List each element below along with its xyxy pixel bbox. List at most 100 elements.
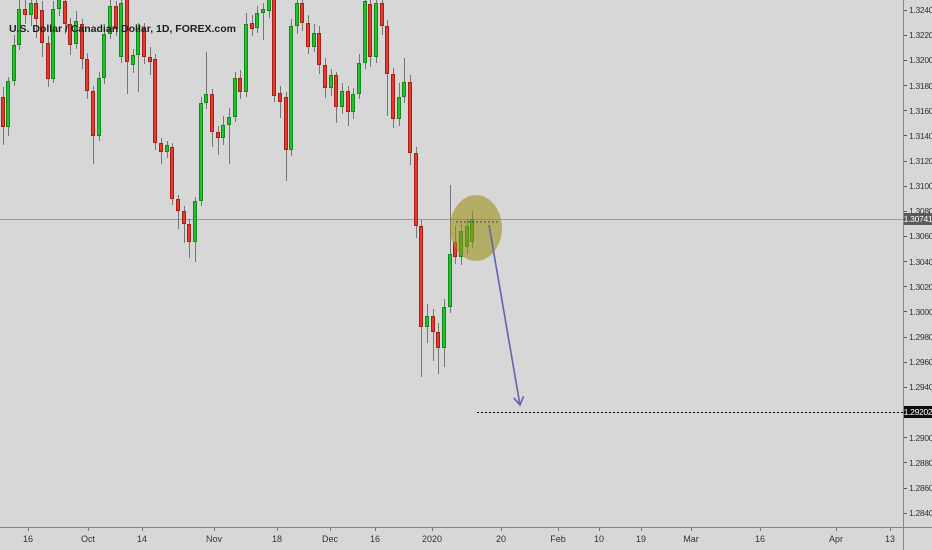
price-tick-mark	[904, 437, 907, 439]
candle-body	[204, 94, 209, 104]
candle-body	[91, 90, 96, 136]
price-tick-mark	[904, 311, 907, 313]
price-tick-label: 1.28600	[904, 483, 932, 493]
candle-body	[436, 332, 441, 349]
candle-body	[187, 223, 192, 242]
time-tick-label: 14	[136, 534, 148, 544]
candle-body	[289, 26, 294, 150]
time-tick-mark	[599, 528, 600, 531]
candle-body	[125, 0, 130, 62]
candle-body	[0, 96, 5, 128]
candle-body	[119, 2, 124, 57]
candle-wick	[449, 184, 451, 314]
time-tick-label: Oct	[80, 534, 96, 544]
price-tick-label: 1.31600	[904, 106, 932, 116]
candle-body	[379, 2, 384, 27]
candle-body	[142, 27, 146, 57]
time-tick-label: 16	[22, 534, 34, 544]
candle-body	[153, 59, 158, 144]
price-tick-mark	[904, 59, 907, 61]
candle-body	[272, 0, 277, 96]
candle-wick	[279, 85, 281, 119]
candle-body	[396, 96, 401, 120]
candle-body	[23, 8, 28, 16]
price-tick-mark	[904, 85, 907, 87]
price-tick-label: 1.29000	[904, 433, 932, 443]
price-tick-label: 1.32200	[904, 30, 932, 40]
candle-body	[192, 201, 197, 242]
drawing-overlay[interactable]	[0, 0, 903, 527]
candle-body	[11, 45, 16, 81]
candle-body	[79, 23, 84, 60]
price-tick-label: 1.31800	[904, 81, 932, 91]
time-tick-mark	[501, 528, 502, 531]
time-tick-mark	[641, 528, 642, 531]
price-axis-separator	[903, 0, 904, 550]
time-tick-mark	[330, 528, 331, 531]
time-tick-mark	[142, 528, 143, 531]
projection-arrow-head[interactable]	[513, 395, 525, 407]
projection-arrow-line[interactable]	[488, 224, 521, 406]
time-tick-mark	[558, 528, 559, 531]
price-tick-label: 1.30000	[904, 307, 932, 317]
time-tick-mark	[760, 528, 761, 531]
candle-wick	[206, 51, 208, 110]
price-tick-mark	[904, 512, 907, 514]
price-tick-label: 1.28800	[904, 458, 932, 468]
candle-body	[40, 10, 45, 43]
candle-body	[340, 90, 345, 107]
candlestick-series	[0, 0, 475, 378]
time-tick-mark	[214, 528, 215, 531]
candle-body	[391, 74, 396, 120]
time-tick-mark	[375, 528, 376, 531]
price-tick-label: 1.31200	[904, 156, 932, 166]
price-tick-mark	[904, 210, 907, 212]
current-price-label: 1.30741	[903, 212, 932, 225]
candle-body	[425, 315, 429, 328]
time-tick-label: 16	[369, 534, 381, 544]
candle-body	[328, 75, 333, 89]
candle-wick	[36, 0, 38, 38]
price-tick-label: 1.30600	[904, 231, 932, 241]
time-axis[interactable]: 16 Oct 14 Nov 18 Dec 16 2020 20 Feb 10 19 Mar 16 Apr 13	[0, 528, 903, 550]
chart-canvas[interactable]: U.S. Dollar / Canadian Dollar, 1D, FOREX…	[0, 0, 903, 527]
candle-body	[255, 12, 260, 28]
candle-wick	[228, 108, 230, 164]
time-tick-label: Nov	[205, 534, 223, 544]
candle-body	[260, 8, 265, 13]
time-tick-mark	[88, 528, 89, 531]
price-tick-mark	[904, 361, 907, 363]
candle-body	[130, 55, 135, 66]
candle-body	[6, 80, 11, 128]
candle-body	[345, 90, 350, 112]
candle-body	[147, 56, 152, 62]
candle-body	[408, 81, 413, 154]
price-tick-label: 1.31400	[904, 131, 932, 141]
candle-wick	[217, 125, 219, 155]
candle-body	[221, 124, 226, 139]
price-axis[interactable]: 1.30741 1.29202 1.32400 1.32200 1.32000 1.3…	[904, 0, 932, 527]
symbol-title: U.S. Dollar / Canadian Dollar, 1D, FOREX…	[9, 23, 236, 35]
price-tick-mark	[904, 185, 907, 187]
price-tick-mark	[904, 135, 907, 137]
time-axis-separator	[0, 527, 932, 528]
candle-body	[175, 198, 180, 212]
time-tick-label: 2020	[421, 534, 443, 544]
candle-wick	[404, 57, 406, 104]
candle-body	[198, 103, 203, 202]
candle-body	[447, 254, 452, 307]
candle-body	[170, 147, 175, 199]
candle-body	[85, 59, 90, 91]
candle-body	[311, 32, 316, 47]
candle-body	[374, 2, 379, 57]
time-tick-label: Feb	[550, 534, 566, 544]
candle-body	[96, 77, 101, 136]
candle-body	[368, 3, 373, 57]
candle-body	[181, 211, 186, 224]
candle-body	[441, 306, 446, 349]
candle-body	[323, 65, 328, 89]
candle-body	[294, 2, 299, 27]
candle-body	[266, 0, 271, 12]
candle-body	[226, 116, 231, 125]
